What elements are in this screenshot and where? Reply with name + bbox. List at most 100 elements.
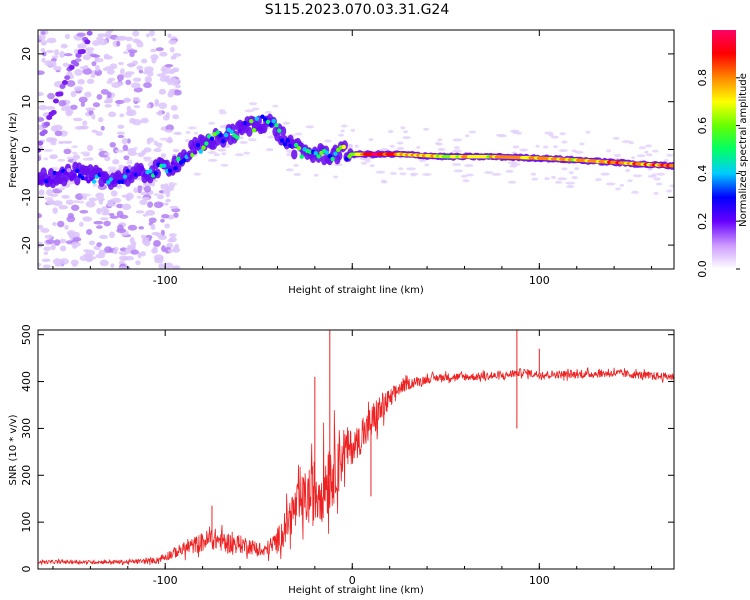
spectrogram-halo-blob [652, 149, 659, 153]
spectrogram-noise-blob [112, 158, 120, 165]
colorbar-tick-label: 0.2 [696, 212, 709, 230]
spectrogram-noise-blob [38, 213, 43, 219]
spectrogram-halo-blob [267, 135, 275, 139]
spectrogram-ridge-core [122, 174, 128, 179]
spectrogram-halo-blob [136, 195, 142, 199]
spectrogram-halo-blob [453, 146, 461, 150]
spectrogram-halo-blob [43, 157, 49, 161]
spectrogram-noise-blob [45, 49, 55, 53]
spectrogram-halo-blob [43, 148, 54, 152]
spectrogram-halo-blob [221, 152, 227, 156]
spectrogram-halo-blob [613, 153, 622, 157]
spectrogram-halo-blob [44, 196, 54, 200]
spectrogram-x-axis-label: Height of straight line (km) [288, 285, 424, 296]
spectrogram-noise-blob [59, 50, 65, 58]
spectrogram-halo-blob [239, 140, 248, 144]
spectrogram-halo-blob [571, 149, 578, 153]
spectrogram-ridge-core [148, 168, 153, 174]
spectrogram-halo-blob [333, 175, 339, 179]
spectrogram-halo-blob [324, 139, 332, 143]
spectrogram-noise-blob [79, 125, 89, 130]
spectrogram-ridge-core [63, 170, 69, 176]
spectrogram-halo-blob [97, 196, 104, 200]
spectrogram-halo-blob [213, 153, 220, 157]
spectrogram-noise-blob [68, 231, 75, 239]
spectrogram-noise-blob [90, 74, 96, 78]
colorbar-tick-label: 0.8 [696, 69, 709, 87]
spectrogram-halo-blob [647, 174, 657, 178]
spectrogram-noise-blob [172, 114, 180, 120]
spectrogram-y-tick-label: -10 [20, 188, 33, 206]
spectrogram-branch-blob [57, 91, 64, 97]
spectrogram-noise-blob [58, 204, 69, 210]
spectrogram-halo-blob [422, 172, 432, 176]
spectrogram-halo-blob [557, 177, 568, 181]
spectrogram-noise-blob [96, 36, 104, 41]
spectrogram-noise-blob [167, 69, 175, 75]
spectrogram-ridge-core [91, 179, 97, 184]
spectrogram-noise-blob [172, 148, 180, 153]
spectrogram-halo-blob [628, 141, 635, 145]
spectrogram-ridge-core [274, 122, 279, 128]
spectrogram-noise-blob [109, 215, 119, 219]
spectrogram-halo-blob [615, 187, 621, 191]
spectrogram-noise-blob [154, 100, 160, 107]
spectrogram-noise-blob [159, 51, 168, 57]
spectrogram-branch-blob [84, 39, 91, 45]
spectrogram-noise-blob [96, 208, 101, 214]
spectrogram-halo-blob [566, 185, 575, 189]
spectrogram-halo-blob [193, 172, 202, 176]
spectrogram-noise-blob [38, 91, 44, 97]
spectrogram-halo-blob [57, 187, 65, 191]
spectrogram-noise-blob [38, 70, 45, 76]
spectrogram-noise-blob [86, 144, 94, 152]
spectrogram-noise-blob [167, 33, 172, 39]
spectrogram-branch-blob [43, 121, 50, 127]
spectrogram-noise-blob [166, 136, 173, 144]
spectrogram-branch-blob [68, 65, 75, 71]
spectrogram-noise-blob [118, 266, 128, 269]
spectrogram-halo-blob [286, 153, 292, 157]
spectrogram-noise-blob [38, 262, 42, 267]
spectrogram-halo-blob [82, 157, 92, 161]
spectrogram-ridge-core [279, 138, 285, 143]
spectrogram-halo-blob [544, 177, 550, 181]
spectrogram-noise-blob [153, 239, 161, 247]
spectrogram-noise-blob [123, 155, 130, 161]
spectrogram-noise-blob [48, 137, 58, 143]
spectrogram-halo-blob [453, 169, 463, 173]
spectrogram-noise-blob [105, 30, 111, 38]
spectrogram-ridge-core [257, 126, 262, 131]
spectrogram-halo-blob [272, 104, 279, 108]
spectrogram-noise-blob [38, 34, 46, 41]
spectrogram-halo-blob [666, 153, 674, 157]
spectrogram-halo-blob [606, 149, 612, 153]
spectrogram-halo-blob [115, 149, 125, 153]
spectrogram-halo-blob [243, 151, 251, 155]
spectrogram-noise-blob [50, 243, 56, 251]
spectrogram-halo-blob [516, 131, 522, 135]
spectrogram-noise-blob [103, 220, 111, 227]
spectrogram-halo-blob [369, 164, 375, 168]
spectrogram-noise-blob [155, 47, 164, 52]
spectrogram-ridge-core [69, 175, 74, 181]
spectrogram-noise-blob [167, 249, 173, 253]
spectrogram-noise-blob [140, 117, 149, 124]
spectrogram-noise-blob [64, 224, 69, 230]
spectrogram-halo-blob [530, 172, 537, 176]
spectrogram-ridge-core [229, 129, 234, 135]
spectrogram-noise-blob [108, 212, 115, 217]
spectrogram-ridge-core [249, 118, 254, 124]
spectrogram-halo-blob [631, 190, 640, 194]
spectrogram-halo-blob [285, 168, 294, 172]
spectrogram-noise-blob [133, 187, 139, 194]
spectrogram-noise-blob [100, 217, 109, 221]
spectrogram-noise-blob [40, 227, 50, 233]
spectrogram-ridge-core [251, 128, 257, 133]
spectrogram-halo-blob [625, 169, 631, 173]
spectrogram-noise-blob [63, 148, 72, 155]
spectrogram-halo-blob [402, 136, 411, 140]
spectrogram-noise-blob [117, 134, 125, 139]
